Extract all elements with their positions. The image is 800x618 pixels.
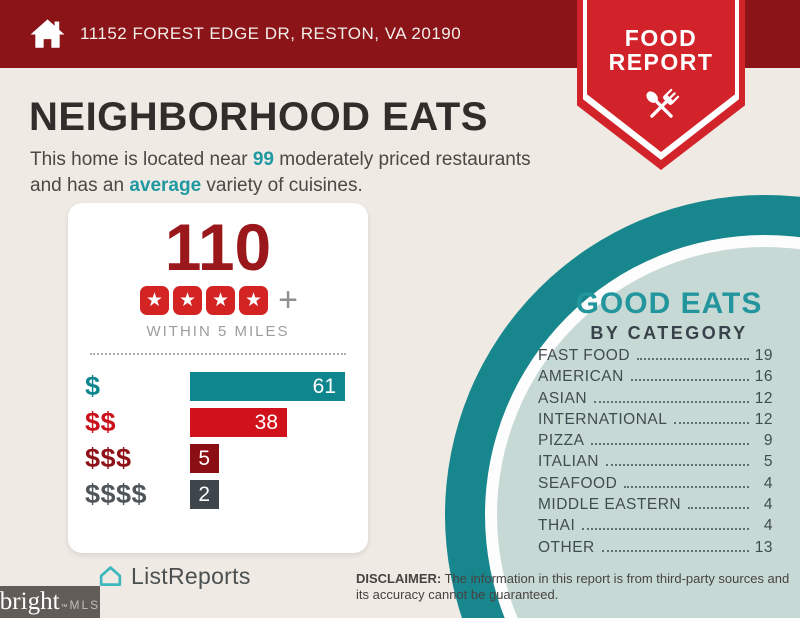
category-label: OTHER — [538, 538, 595, 556]
category-row: PIZZA 9 — [538, 432, 773, 453]
price-tier-label: $$ — [85, 407, 117, 437]
category-row: ITALIAN 5 — [538, 453, 773, 474]
badge-title-line1: FOOD — [624, 25, 698, 51]
category-value: 4 — [763, 517, 773, 535]
intro-text: This home is located near 99 moderately … — [30, 147, 560, 199]
disclaimer: DISCLAIMER: The information in this repo… — [356, 571, 796, 603]
property-address: 11152 FOREST EDGE DR, RESTON, VA 20190 — [80, 24, 462, 43]
category-label: ITALIAN — [538, 453, 599, 471]
badge-title-line2: REPORT — [608, 49, 714, 75]
plus-sign: + — [278, 281, 298, 319]
bar-value: 2 — [198, 482, 210, 506]
intro-highlight: average — [129, 175, 202, 196]
page-title: NEIGHBORHOOD EATS — [29, 95, 488, 139]
category-row: MIDDLE EASTERN 4 — [538, 496, 773, 517]
good-eats-title: GOOD EATS — [575, 287, 763, 320]
price-tier-label: $ — [85, 371, 101, 401]
dotted-leader — [601, 549, 749, 552]
category-list: FAST FOOD 19 AMERICAN 16 ASIAN 12 INTERNATIONA… — [538, 347, 773, 560]
category-label: INTERNATIONAL — [538, 410, 668, 428]
listreports-house-icon — [99, 566, 122, 586]
star-icon: ★ — [206, 285, 236, 315]
bar-row: $$ 38 — [68, 407, 368, 437]
category-row: AMERICAN 16 — [538, 368, 773, 389]
dotted-divider — [90, 353, 346, 355]
disclaimer-text: The information in this report is from t… — [356, 571, 790, 602]
price-tier-label: $$$$ — [85, 479, 148, 509]
star-icon: ★ — [239, 285, 269, 315]
price-tier-bar-chart: $61 $$ 38 $$$ 5 $$$$ 2 — [68, 371, 368, 509]
bar: 5 — [190, 444, 219, 473]
brightmls-logo: bright ™ MLS — [0, 586, 100, 618]
home-icon — [28, 15, 66, 53]
dotted-leader — [594, 400, 749, 403]
dotted-leader — [605, 464, 749, 467]
price-tier-label: $$$ — [85, 443, 132, 473]
star-rating: ★ ★ ★ ★ + — [68, 281, 368, 319]
category-value: 4 — [763, 474, 773, 492]
star-icon: ★ — [173, 285, 203, 315]
food-report-badge: FOOD REPORT — [577, 0, 745, 170]
star-icon: ★ — [140, 285, 170, 315]
listreports-logo: ListReports — [97, 563, 251, 590]
category-row: ASIAN 12 — [538, 390, 773, 411]
crossed-utensils-icon — [577, 83, 745, 135]
category-value: 4 — [763, 496, 773, 514]
category-value: 12 — [754, 389, 773, 407]
brightmls-wordmark: bright — [0, 588, 60, 615]
category-row: OTHER 13 — [538, 539, 773, 560]
category-label: PIZZA — [538, 432, 585, 450]
category-label: FAST FOOD — [538, 347, 631, 364]
category-value: 9 — [763, 432, 773, 450]
category-row: INTERNATIONAL 12 — [538, 411, 773, 432]
category-label: ASIAN — [538, 389, 588, 407]
dotted-leader — [582, 528, 749, 531]
intro-highlight: 99 — [252, 149, 274, 170]
dotted-leader — [624, 485, 749, 488]
trademark-symbol: ™ — [60, 604, 68, 611]
dotted-leader — [637, 358, 749, 360]
bar-value: 38 — [254, 410, 278, 434]
category-value: 19 — [754, 347, 773, 364]
category-label: THAI — [538, 517, 576, 535]
bar: 38 — [190, 408, 287, 437]
summary-card: 110 ★ ★ ★ ★ + WITHIN 5 MILES $61 $$ 38 $$$ 5 $$$$… — [68, 203, 368, 553]
listreports-wordmark: ListReports — [131, 563, 251, 589]
dotted-leader — [688, 507, 749, 510]
intro-segment: variety of cuisines. — [201, 175, 363, 196]
category-label: MIDDLE EASTERN — [538, 496, 682, 514]
dotted-leader — [674, 421, 749, 424]
brightmls-sub: MLS — [69, 598, 101, 612]
bar: 2 — [190, 480, 219, 509]
bar-row: $$$ 5 — [68, 443, 368, 473]
category-value: 12 — [754, 410, 773, 428]
bar-value: 61 — [312, 374, 336, 398]
category-label: AMERICAN — [538, 368, 624, 386]
dotted-leader — [630, 379, 749, 382]
bar-value: 5 — [198, 446, 210, 470]
bar-row: $61 — [68, 371, 368, 401]
category-row: THAI 4 — [538, 517, 773, 538]
intro-segment: This home is located near — [30, 149, 253, 170]
category-row: SEAFOOD 4 — [538, 475, 773, 496]
category-value: 13 — [754, 538, 773, 556]
category-label: SEAFOOD — [538, 474, 618, 492]
radius-label: WITHIN 5 MILES — [146, 323, 290, 340]
dotted-leader — [591, 443, 749, 446]
bar: 61 — [190, 372, 345, 401]
category-value: 5 — [763, 453, 773, 471]
intro-segment: moderately priced restaurants and has an — [30, 149, 531, 196]
bar-row: $$$$ 2 — [68, 479, 368, 509]
category-value: 16 — [754, 368, 773, 386]
disclaimer-label: DISCLAIMER: — [356, 571, 442, 586]
good-eats-subtitle: BY CATEGORY — [590, 323, 748, 343]
category-row: FAST FOOD 19 — [538, 347, 773, 368]
restaurant-count: 110 — [164, 210, 272, 284]
